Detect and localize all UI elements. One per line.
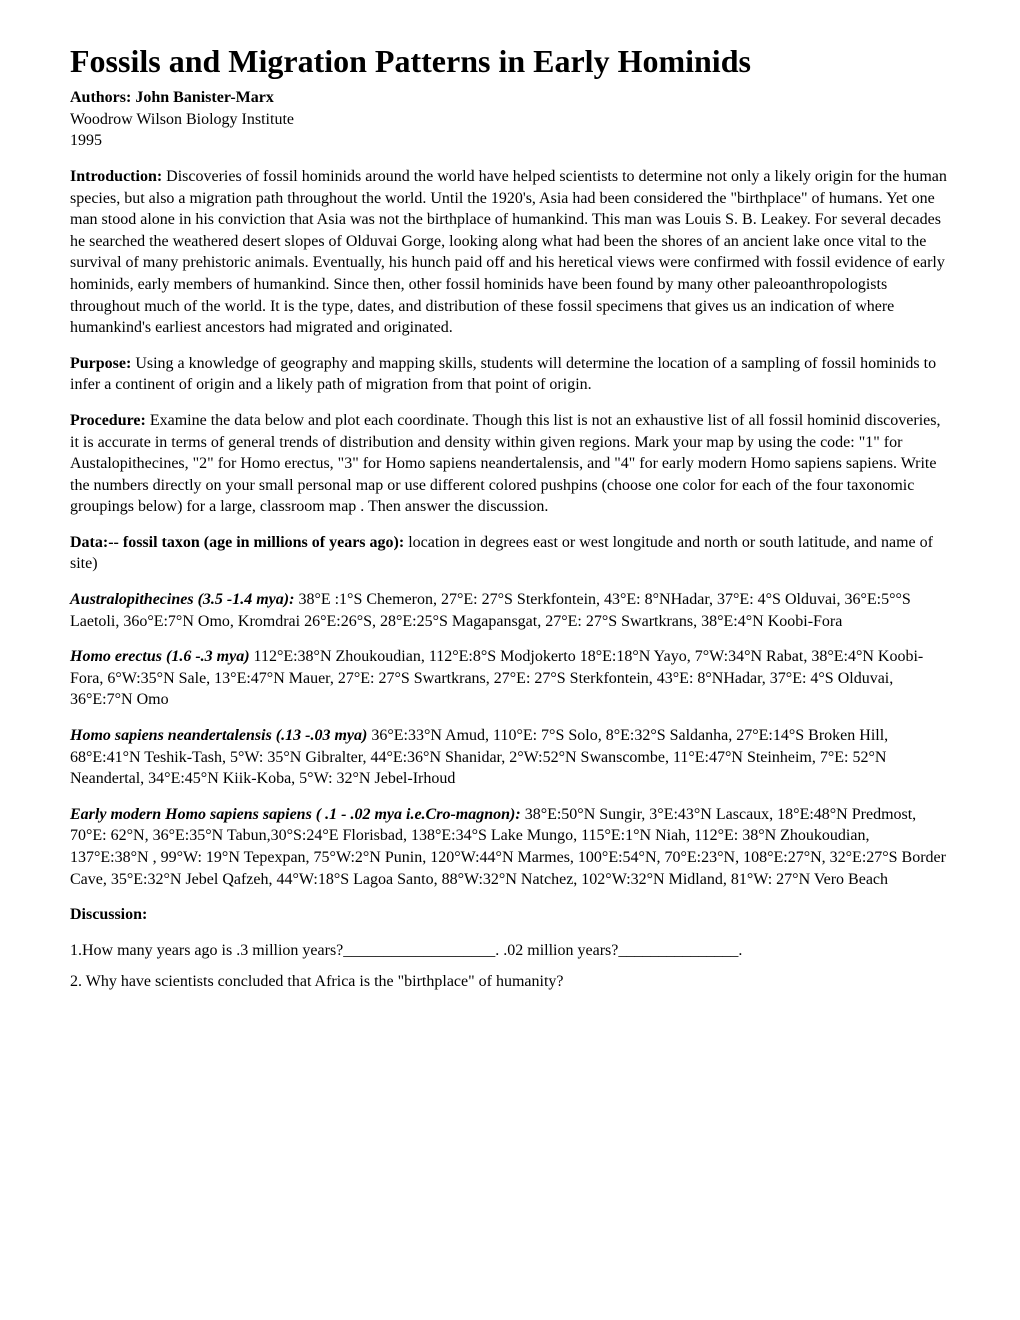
institute: Woodrow Wilson Biology Institute — [70, 109, 950, 131]
introduction-text: Discoveries of fossil hominids around th… — [70, 168, 947, 336]
taxon-homo-erectus-label: Homo erectus (1.6 -.3 mya) — [70, 648, 254, 665]
purpose-label: Purpose: — [70, 355, 135, 372]
data-label: Data:-- fossil taxon (age in millions of… — [70, 534, 408, 551]
procedure-paragraph: Procedure: Examine the data below and pl… — [70, 410, 950, 518]
taxon-homo-sapiens-sapiens: Early modern Homo sapiens sapiens ( .1 -… — [70, 804, 950, 890]
data-paragraph: Data:-- fossil taxon (age in millions of… — [70, 532, 950, 575]
discussion-question-1: 1.How many years ago is .3 million years… — [70, 940, 950, 962]
year: 1995 — [70, 130, 950, 152]
introduction-label: Introduction: — [70, 168, 166, 185]
taxon-neandertalensis-label: Homo sapiens neandertalensis (.13 -.03 m… — [70, 727, 371, 744]
authors-name: John Banister-Marx — [135, 89, 274, 106]
introduction-paragraph: Introduction: Discoveries of fossil homi… — [70, 166, 950, 339]
taxon-neandertalensis: Homo sapiens neandertalensis (.13 -.03 m… — [70, 725, 950, 790]
taxon-homo-sapiens-sapiens-label: Early modern Homo sapiens sapiens ( .1 -… — [70, 806, 525, 823]
authors-line: Authors: John Banister-Marx — [70, 87, 950, 109]
meta-block: Authors: John Banister-Marx Woodrow Wils… — [70, 87, 950, 152]
discussion-question-2: 2. Why have scientists concluded that Af… — [70, 971, 950, 993]
purpose-text: Using a knowledge of geography and mappi… — [70, 355, 936, 394]
page-title: Fossils and Migration Patterns in Early … — [70, 40, 950, 83]
taxon-australopithecines-label: Australopithecines (3.5 -1.4 mya): — [70, 591, 298, 608]
authors-label: Authors: — [70, 89, 135, 106]
procedure-text: Examine the data below and plot each coo… — [70, 412, 940, 515]
taxon-homo-erectus: Homo erectus (1.6 -.3 mya) 112°E:38°N Zh… — [70, 646, 950, 711]
purpose-paragraph: Purpose: Using a knowledge of geography … — [70, 353, 950, 396]
taxon-australopithecines: Australopithecines (3.5 -1.4 mya): 38°E … — [70, 589, 950, 632]
procedure-label: Procedure: — [70, 412, 150, 429]
discussion-label: Discussion: — [70, 904, 950, 926]
